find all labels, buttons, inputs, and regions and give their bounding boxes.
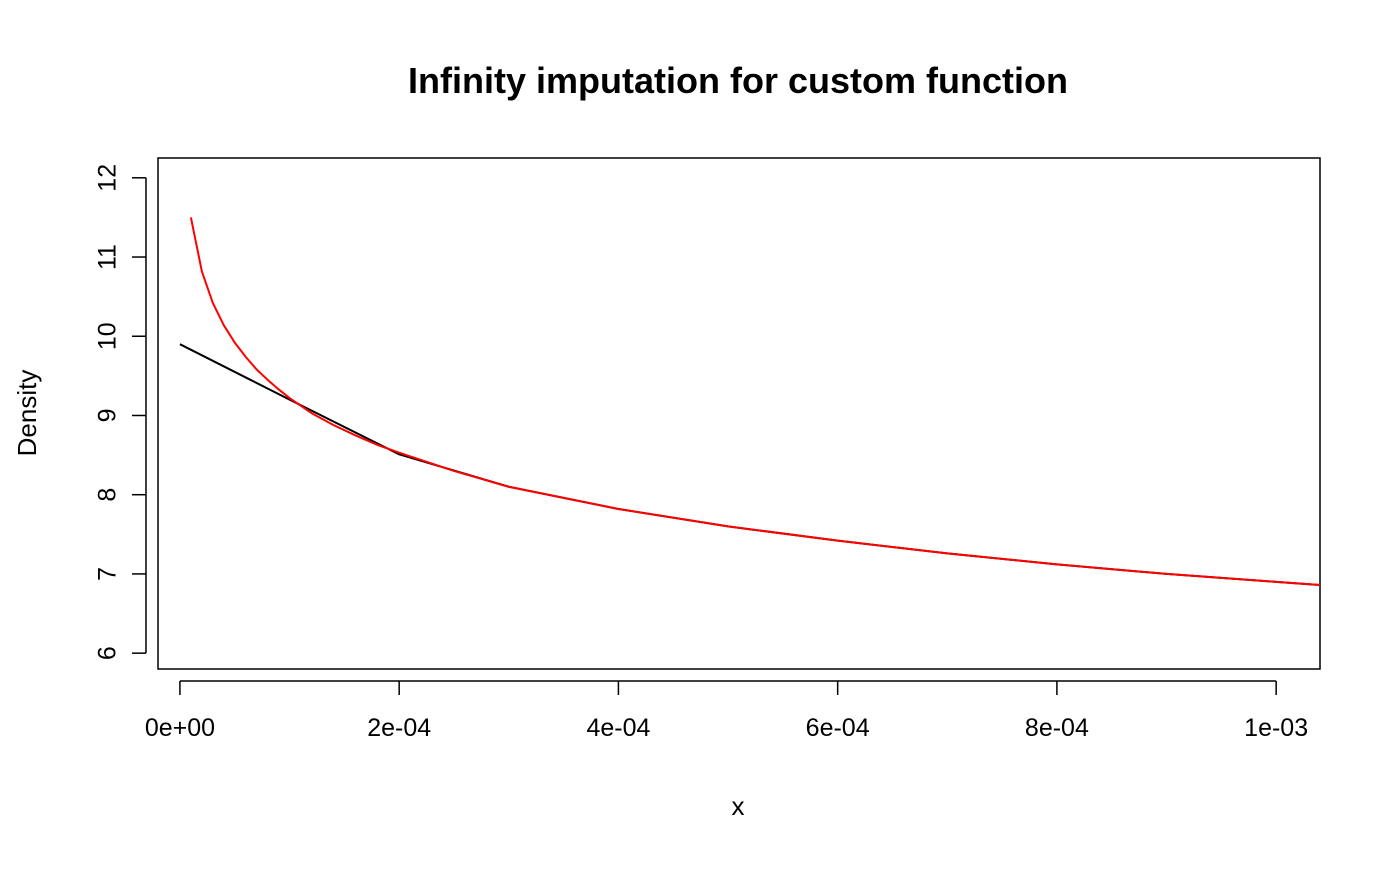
chart-title: Infinity imputation for custom function	[408, 60, 1068, 101]
x-tick-label: 6e-04	[806, 714, 870, 742]
y-tick-label: 11	[94, 244, 122, 270]
y-tick-label: 8	[94, 488, 122, 502]
y-axis-label: Density	[12, 370, 42, 457]
y-tick-label: 7	[94, 567, 122, 581]
x-tick-label: 1e-03	[1244, 714, 1308, 742]
y-tick-label: 6	[94, 646, 122, 660]
x-tick-label: 8e-04	[1025, 714, 1089, 742]
x-tick-label: 0e+00	[145, 714, 215, 742]
x-tick-label: 2e-04	[367, 714, 431, 742]
plot-frame	[157, 157, 1321, 670]
y-tick-label: 10	[94, 322, 122, 350]
y-tick-label: 9	[94, 409, 122, 423]
y-axis: 6 7 8 9 10 11 12	[94, 164, 147, 660]
series-layer	[179, 217, 1320, 587]
y-tick-label: 12	[94, 164, 122, 192]
x-tick-label: 4e-04	[586, 714, 650, 742]
series-line	[179, 343, 1320, 587]
x-axis-label: x	[732, 791, 745, 821]
series-line	[189, 217, 1320, 587]
x-axis: 0e+00 2e-04 4e-04 6e-04 8e-04 1e-03	[145, 680, 1308, 742]
